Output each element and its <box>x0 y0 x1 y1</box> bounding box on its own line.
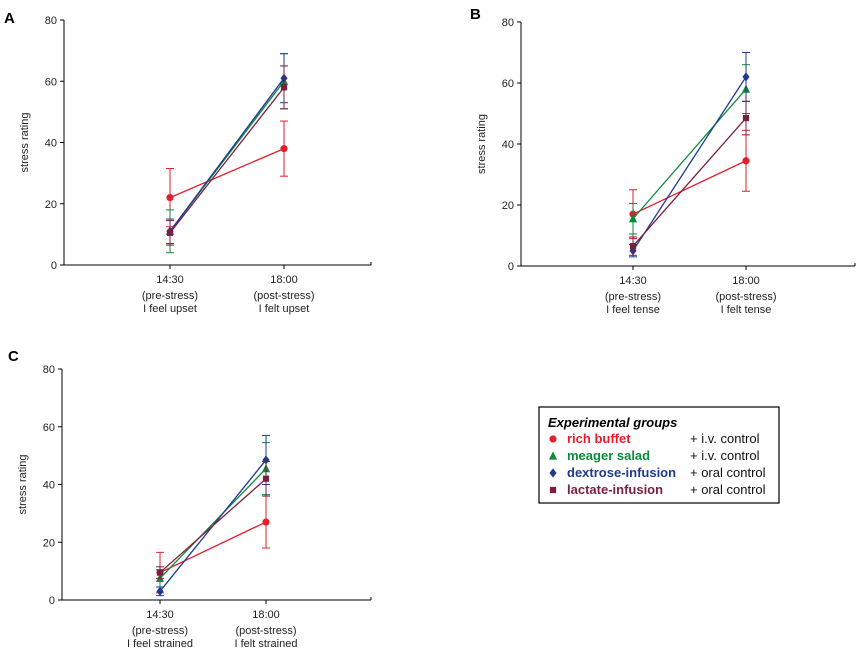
y-axis-label: stress rating <box>476 114 488 174</box>
data-point <box>166 194 174 202</box>
data-point <box>156 569 164 576</box>
data-point <box>156 586 164 596</box>
series-dextrose-infusion <box>156 434 270 597</box>
x-category-caption: (pre-stress) <box>605 291 661 303</box>
y-tick-label: 60 <box>502 78 514 90</box>
y-tick-label: 80 <box>43 364 55 376</box>
panel-letter: B <box>470 6 481 23</box>
x-category-caption: (post-stress) <box>253 290 314 302</box>
x-category-caption: I feel strained <box>127 638 193 650</box>
legend-marker <box>548 451 558 460</box>
y-tick-label: 80 <box>502 17 514 29</box>
legend-group-name: lactate-infusion <box>567 482 663 497</box>
legend-group-name: rich buffet <box>567 431 631 446</box>
data-point <box>742 157 750 165</box>
legend-items: rich buffet + i.v. control meager salad + i… <box>548 431 766 497</box>
legend: Experimental groups rich buffet + i.v. co… <box>538 406 780 504</box>
x-tick-label: 14:30 <box>146 609 174 621</box>
x-category-caption: (post-stress) <box>715 291 776 303</box>
legend-title: Experimental groups <box>548 415 677 430</box>
panel-letter: A <box>4 10 15 27</box>
data-point <box>628 214 638 223</box>
data-point <box>742 72 750 82</box>
y-tick-label: 60 <box>45 76 57 88</box>
y-tick-label: 20 <box>502 200 514 212</box>
legend-marker <box>549 468 557 478</box>
x-tick-label: 14:30 <box>156 274 184 286</box>
series-line <box>169 148 285 199</box>
data-point <box>166 229 174 236</box>
x-category-caption: I felt tense <box>721 304 772 316</box>
legend-group-name: dextrose-infusion <box>567 465 676 480</box>
series-rich-buffet <box>166 120 288 228</box>
data-point <box>262 455 270 465</box>
x-category-caption: I felt upset <box>259 303 310 315</box>
series-line <box>159 521 267 574</box>
legend-group-control: + oral control <box>690 482 766 497</box>
x-category-caption: I feel tense <box>606 304 660 316</box>
series-meager-salad <box>628 64 751 235</box>
series-line <box>632 76 747 252</box>
panel-b: B 0 20 40 60 80 stress rating 14:30 (pre-stress)… <box>470 6 856 316</box>
y-tick-label: 0 <box>51 260 57 272</box>
series-line <box>159 468 267 579</box>
series-line <box>632 117 747 247</box>
panel-c: C 0 20 40 60 80 stress rating 14:30 (pre-stress)… <box>8 348 372 650</box>
y-tick-label: 40 <box>43 480 55 492</box>
y-tick-label: 60 <box>43 422 55 434</box>
series-line <box>169 77 285 232</box>
series-rich-buffet <box>156 495 270 594</box>
y-tick-label: 40 <box>45 138 57 150</box>
y-tick-label: 0 <box>508 261 514 273</box>
series-meager-salad <box>155 442 271 588</box>
series-line <box>632 88 747 220</box>
y-tick-label: 20 <box>45 199 57 211</box>
x-category-caption: (post-stress) <box>235 625 296 637</box>
x-category-caption: (pre-stress) <box>142 290 198 302</box>
data-point <box>262 475 270 482</box>
y-tick-label: 80 <box>45 15 57 27</box>
panel-letter: C <box>8 348 19 365</box>
panel-a: A 0 20 40 60 80 stress rating 14:30 (pre-stress)… <box>4 10 372 315</box>
legend-group-control: + oral control <box>690 465 766 480</box>
series-meager-salad <box>165 53 289 254</box>
x-category-caption: I felt strained <box>235 638 298 650</box>
y-tick-label: 0 <box>49 595 55 607</box>
y-axis-label: stress rating <box>17 455 29 515</box>
x-category-caption: (pre-stress) <box>132 625 188 637</box>
legend-box <box>538 406 780 504</box>
series-lactate-infusion <box>156 460 270 579</box>
x-category-caption: I feel upset <box>143 303 197 315</box>
series-lactate-infusion <box>166 65 288 246</box>
data-point <box>280 84 288 91</box>
series-line <box>632 160 747 215</box>
data-point <box>629 243 637 250</box>
y-tick-label: 20 <box>43 537 55 549</box>
x-tick-label: 18:00 <box>732 275 760 287</box>
x-tick-label: 18:00 <box>270 274 298 286</box>
legend-group-control: + i.v. control <box>690 431 760 446</box>
panels: A 0 20 40 60 80 stress rating 14:30 (pre-stress)… <box>4 6 856 650</box>
data-point <box>742 114 750 122</box>
series-line <box>159 478 267 574</box>
legend-group-name: meager salad <box>567 448 650 463</box>
legend-group-control: + i.v. control <box>690 448 760 463</box>
data-point <box>262 518 270 526</box>
series-line <box>169 86 285 234</box>
y-axis-label: stress rating <box>19 113 31 173</box>
legend-marker <box>549 435 557 443</box>
legend-marker <box>549 486 557 494</box>
data-point <box>280 145 288 153</box>
y-tick-label: 40 <box>502 139 514 151</box>
x-tick-label: 18:00 <box>252 609 280 621</box>
x-tick-label: 14:30 <box>619 275 647 287</box>
series-lactate-infusion <box>629 100 750 256</box>
series-rich-buffet <box>629 129 750 240</box>
